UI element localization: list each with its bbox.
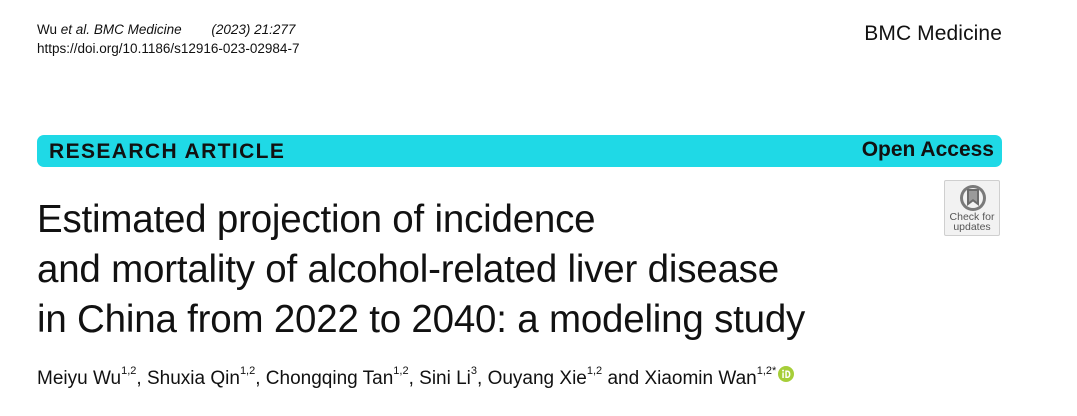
author-name[interactable]: Chongqing Tan [265,368,394,390]
orcid-icon[interactable] [778,366,795,388]
author-separator: , [136,368,147,390]
citation-year-volume: (2023) 21:277 [211,22,296,37]
author-separator: , [408,368,420,390]
author-separator: , [255,368,266,390]
author-separator: and [602,368,645,390]
check-for-updates-label: Check for updates [945,211,999,233]
title-line: Estimated projection of incidence [37,198,596,241]
article-title: Estimated projection of incidence and mo… [37,195,937,345]
citation-block: Wu et al. BMC Medicine (2023) 21:277 htt… [37,20,299,58]
citation-author: Wu [37,22,58,37]
title-line: and mortality of alcohol-related liver d… [37,248,779,291]
badge-line-2: updates [953,221,991,233]
title-line: in China from 2022 to 2040: a modeling s… [37,298,806,341]
article-type-label: RESEARCH ARTICLE [49,140,286,163]
author-affiliation: 1,2 [121,365,137,377]
citation-et-al: et al. [60,22,91,37]
author-list: Meiyu Wu1,2, Shuxia Qin1,2, Chongqing Ta… [37,365,795,390]
citation-journal: BMC Medicine [93,22,182,37]
author-affiliation: 1,2 [239,365,256,377]
check-for-updates-icon [958,183,988,218]
author-affiliation: 1,2 [393,365,409,377]
badge-line-1: Check for [949,211,995,223]
author-name[interactable]: Sini Li [419,368,471,390]
author-name[interactable]: Shuxia Qin [146,368,240,390]
author-name[interactable]: Xiaomin Wan [644,368,757,390]
author-affiliation: 1,2* [756,365,777,377]
citation-line: Wu et al. BMC Medicine (2023) 21:277 [37,20,299,39]
journal-name: BMC Medicine [864,22,1002,45]
author-separator: , [477,368,488,390]
author-name[interactable]: Ouyang Xie [487,368,587,390]
author-affiliation: 1,2 [586,365,603,377]
article-type-banner: RESEARCH ARTICLE Open Access [37,135,1002,167]
open-access-label: Open Access [861,138,994,161]
check-for-updates-button[interactable]: Check for updates [944,180,1000,236]
author-name[interactable]: Meiyu Wu [37,368,122,390]
citation-doi-link[interactable]: https://doi.org/10.1186/s12916-023-02984… [37,41,300,56]
author-affiliation: 3 [470,365,478,377]
